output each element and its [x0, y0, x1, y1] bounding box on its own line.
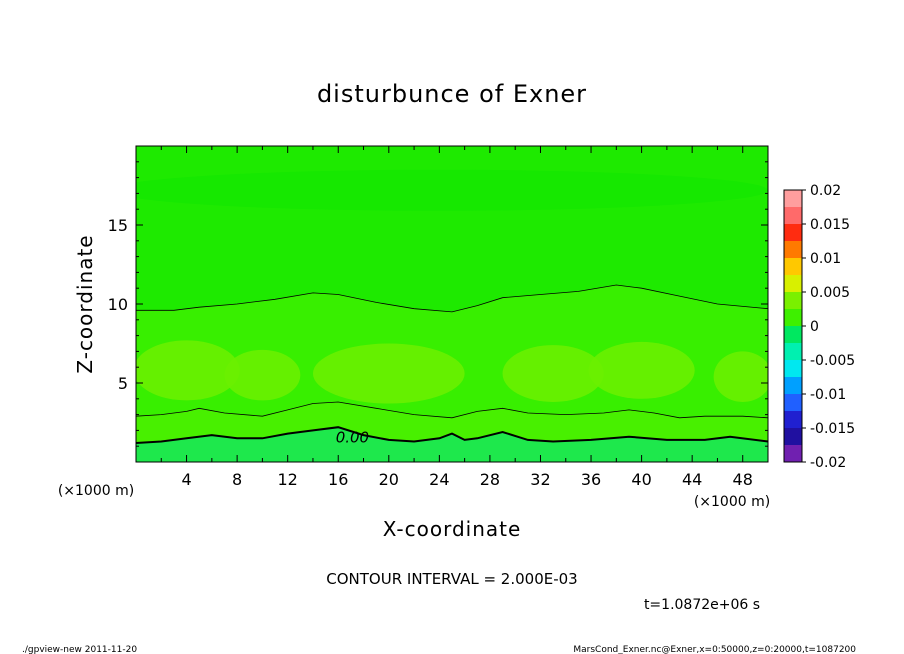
colorbar-swatch — [784, 258, 802, 276]
colorbar-tick-label: 0.02 — [810, 183, 841, 199]
x-tick-label: 4 — [181, 470, 191, 489]
x-tick-label: 28 — [480, 470, 500, 489]
x-tick-label: 40 — [631, 470, 651, 489]
colorbar: 0.02 0.015 0.01 0.005 0 -0.005 -0.01 -0.015 -0.0… — [783, 183, 855, 471]
x-tick-label: 12 — [278, 470, 298, 489]
colorbar-tick-label: -0.005 — [810, 353, 855, 369]
y-axis: 5 10 15 — [108, 161, 768, 447]
y-tick-label: 5 — [118, 374, 128, 393]
colorbar-swatch — [784, 241, 802, 259]
contour-blob — [588, 341, 695, 399]
colorbar-swatch — [784, 377, 802, 395]
colorbar-swatch — [784, 360, 802, 378]
colorbar-swatch — [784, 326, 802, 344]
colorbar-tick-label: 0.01 — [810, 251, 841, 267]
x-axis: 4 8 12 16 20 24 28 32 36 40 44 48 — [160, 146, 753, 489]
x-tick-label: 36 — [581, 470, 601, 489]
x-tick-label: 44 — [682, 470, 702, 489]
colorbar-swatch — [784, 309, 802, 327]
footer-right: MarsCond_Exner.nc@Exner,x=0:50000,z=0:20… — [573, 645, 856, 654]
x-unit-label: (×1000 m) — [694, 494, 770, 510]
contour-blob — [312, 343, 465, 404]
colorbar-swatch — [784, 275, 802, 293]
y-axis-title: Z-coordinate — [73, 234, 97, 373]
contour-lines: 0.00 — [136, 284, 768, 447]
x-tick-label: 16 — [328, 470, 348, 489]
colorbar-swatch — [784, 224, 802, 242]
colorbar-swatch — [784, 411, 802, 429]
contour-blob — [224, 349, 301, 401]
colorbar-tick-label: -0.015 — [810, 421, 855, 437]
contour-label: 0.00 — [336, 429, 369, 447]
x-axis-title: X-coordinate — [383, 517, 522, 541]
y-tick-label: 10 — [108, 295, 128, 314]
x-tick-label: 8 — [232, 470, 242, 489]
colorbar-swatch — [784, 292, 802, 310]
contour-line — [136, 401, 768, 419]
contour-blob — [136, 169, 768, 211]
contour-blob — [502, 345, 604, 402]
y-unit-label: (×1000 m) — [58, 483, 134, 499]
colorbar-swatch — [784, 190, 802, 208]
chart-title: disturbunce of Exner — [317, 80, 587, 108]
colorbar-tick-label: 0.015 — [810, 217, 850, 233]
colorbar-swatch — [784, 428, 802, 446]
x-tick-label: 48 — [733, 470, 753, 489]
contour-line — [136, 284, 768, 313]
contour-blob — [136, 340, 240, 401]
time-label: t=1.0872e+06 s — [644, 597, 760, 613]
colorbar-tick-label: -0.02 — [810, 455, 846, 471]
colorbar-tick-label: -0.01 — [810, 387, 846, 403]
contour-field — [136, 146, 768, 462]
contour-interval-note: CONTOUR INTERVAL = 2.000E-03 — [326, 570, 577, 588]
colorbar-swatch — [784, 394, 802, 412]
contour-band — [136, 427, 768, 462]
x-tick-label: 24 — [429, 470, 449, 489]
colorbar-swatch — [784, 445, 802, 463]
colorbar-swatch — [784, 343, 802, 361]
colorbar-tick-label: 0 — [810, 319, 819, 335]
footer-left: ./gpview-new 2011-11-20 — [22, 645, 137, 654]
colorbar-swatch — [784, 207, 802, 225]
contour-line — [136, 426, 768, 444]
x-tick-label: 32 — [530, 470, 550, 489]
colorbar-tick-label: 0.005 — [810, 285, 850, 301]
contour-blob — [713, 351, 768, 402]
x-tick-label: 20 — [379, 470, 399, 489]
y-tick-label: 15 — [108, 216, 128, 235]
